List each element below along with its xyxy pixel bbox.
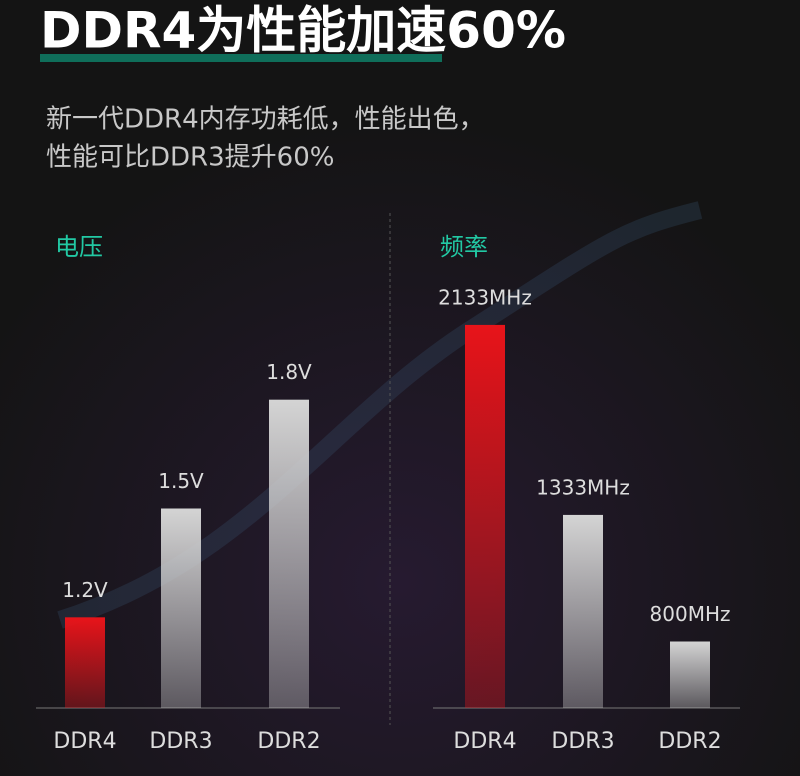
value-label: 1333MHz xyxy=(536,475,630,499)
bar xyxy=(670,641,710,708)
x-tick-label: DDR2 xyxy=(658,729,721,754)
value-label: 1.5V xyxy=(158,469,204,493)
x-tick-label: DDR4 xyxy=(453,729,516,754)
x-tick-label: DDR4 xyxy=(53,729,116,754)
bar xyxy=(563,514,603,708)
value-label: 1.8V xyxy=(266,360,312,384)
x-tick-label: DDR3 xyxy=(149,729,212,754)
chart-title: 频率 xyxy=(440,233,488,261)
bar xyxy=(65,617,105,708)
subtitle-line: 新一代DDR4内存功耗低，性能出色， xyxy=(46,105,485,135)
value-label: 1.2V xyxy=(62,578,108,602)
chart-title: 电压 xyxy=(55,233,103,261)
bar xyxy=(161,508,201,708)
page-title: DDR4为性能加速60% xyxy=(40,2,566,60)
value-label: 2133MHz xyxy=(438,285,532,309)
subtitle-line: 性能可比DDR3提升60% xyxy=(46,143,334,173)
bar xyxy=(269,399,309,708)
title-underline xyxy=(40,54,442,62)
value-label: 800MHz xyxy=(650,602,731,626)
x-tick-label: DDR3 xyxy=(551,729,614,754)
x-tick-label: DDR2 xyxy=(257,729,320,754)
bar xyxy=(465,324,505,708)
